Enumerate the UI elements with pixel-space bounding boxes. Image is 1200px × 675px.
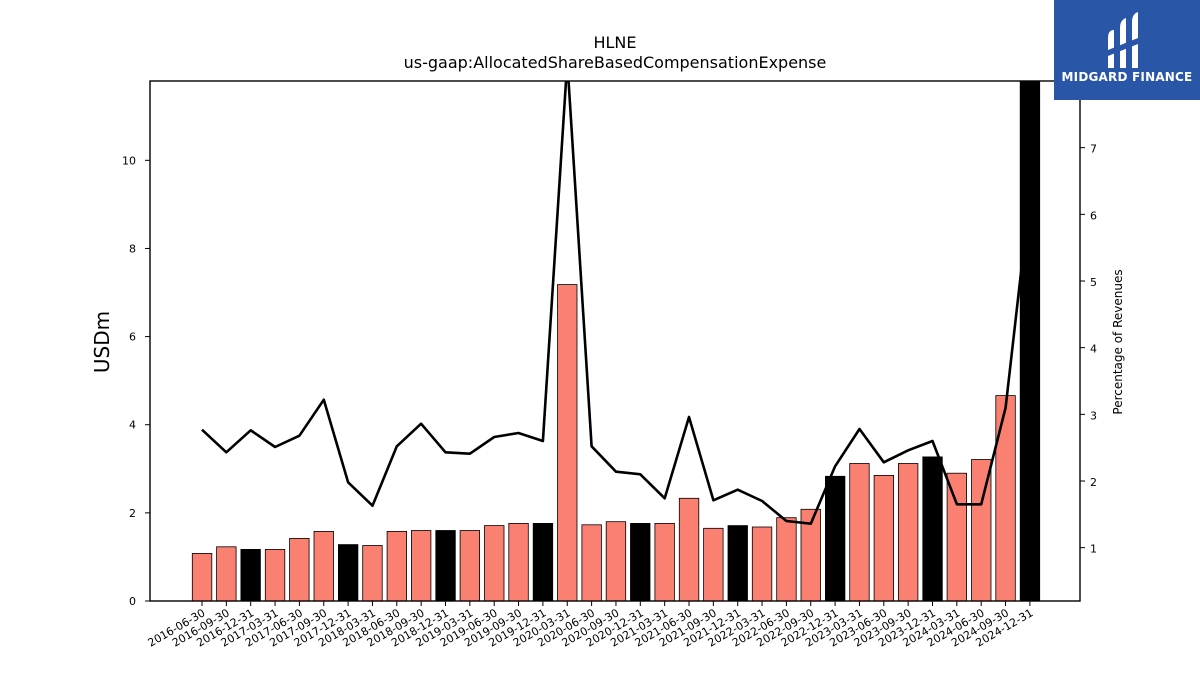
y2-axis-label: Percentage of Revenues [1111,269,1125,414]
bar [386,531,408,601]
chart-subtitle: us-gaap:AllocatedShareBasedCompensationE… [404,53,827,72]
y2-tick-label: 1 [1090,543,1097,556]
bar [825,475,846,601]
bar [581,524,602,601]
y2-tick-label: 2 [1090,476,1097,489]
bar [727,525,748,601]
bar [191,553,213,601]
bar [289,538,310,601]
bar [654,523,675,601]
bar [362,545,383,601]
y-tick-label: 6 [129,331,136,344]
bar [532,523,554,601]
y2-tick-label: 3 [1090,409,1097,422]
plot-area: 024681012345672016-06-302016-09-302016-1… [122,80,1097,650]
y2-tick-label: 7 [1090,143,1097,156]
midgard-logo-icon [1108,12,1138,68]
y-tick-label: 0 [129,595,136,608]
line-series [201,81,1032,526]
bar [313,531,334,601]
bar [849,463,870,601]
bar [264,549,286,601]
y2-tick-label: 5 [1090,276,1097,289]
bar [484,525,505,601]
bar [557,284,578,601]
y-tick-label: 4 [129,419,136,432]
bar [971,459,992,601]
bar [410,530,432,601]
bar [776,517,797,601]
bar-series [191,81,1041,601]
logo-text: MIDGARD FINANCE [1061,70,1193,84]
bar [703,527,724,601]
y-tick-label: 10 [122,154,136,167]
bar [946,472,967,601]
y-axis-label: USDm [90,311,114,373]
y2-tick-label: 6 [1090,209,1097,222]
bar [751,526,773,601]
y2-tick-label: 4 [1090,343,1097,356]
bar [995,395,1016,601]
plot-frame [149,80,1081,602]
y-tick-label: 8 [129,242,136,255]
brand-logo: MIDGARD FINANCE [1054,0,1200,100]
bar [240,549,261,601]
bar [1019,81,1041,601]
bar [435,530,456,601]
bar [678,497,700,601]
bar [337,544,359,601]
chart-title: HLNE [593,33,636,52]
bar [459,530,481,601]
y-tick-label: 2 [129,507,136,520]
bar [508,523,529,601]
bar [216,546,237,601]
bar [922,456,943,601]
bar [873,474,894,601]
bar [630,523,651,601]
bar [605,521,627,601]
bar [898,463,919,601]
